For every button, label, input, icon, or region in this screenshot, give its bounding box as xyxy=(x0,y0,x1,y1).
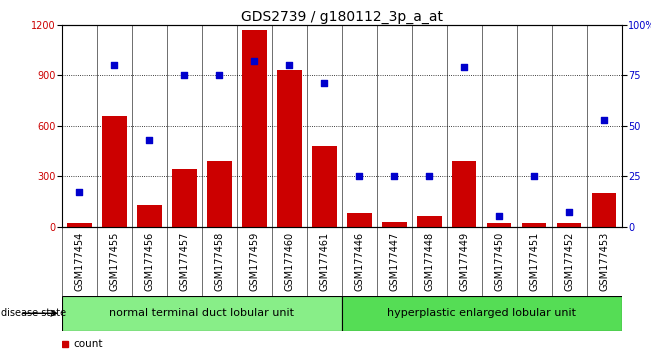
Text: normal terminal duct lobular unit: normal terminal duct lobular unit xyxy=(109,308,294,318)
Bar xyxy=(137,205,161,227)
Point xyxy=(74,189,85,195)
Bar xyxy=(592,193,616,227)
Text: count: count xyxy=(73,339,103,349)
Bar xyxy=(347,213,372,227)
Point xyxy=(354,173,365,179)
Point xyxy=(144,137,154,143)
Text: GSM177448: GSM177448 xyxy=(424,232,434,291)
Text: disease state: disease state xyxy=(1,308,66,318)
Point xyxy=(494,213,505,219)
Point xyxy=(249,58,260,64)
Text: GSM177457: GSM177457 xyxy=(179,232,189,291)
Bar xyxy=(487,223,512,227)
Bar xyxy=(312,146,337,227)
Text: GSM177449: GSM177449 xyxy=(459,232,469,291)
Text: GSM177454: GSM177454 xyxy=(74,232,85,291)
Bar xyxy=(417,216,441,227)
Bar xyxy=(452,161,477,227)
Text: GSM177447: GSM177447 xyxy=(389,232,399,291)
Bar xyxy=(207,161,232,227)
Title: GDS2739 / g180112_3p_a_at: GDS2739 / g180112_3p_a_at xyxy=(241,10,443,24)
Bar xyxy=(242,30,266,227)
Point xyxy=(214,73,225,78)
Point xyxy=(599,117,609,122)
Text: GSM177458: GSM177458 xyxy=(214,232,225,291)
Point xyxy=(179,73,189,78)
Text: GSM177456: GSM177456 xyxy=(145,232,154,291)
Text: GSM177453: GSM177453 xyxy=(599,232,609,291)
Bar xyxy=(62,296,342,331)
Bar xyxy=(382,222,406,227)
Bar xyxy=(522,223,546,227)
Point xyxy=(564,210,574,215)
Point xyxy=(459,64,469,70)
Point xyxy=(389,173,400,179)
Text: hyperplastic enlarged lobular unit: hyperplastic enlarged lobular unit xyxy=(387,308,576,318)
Point xyxy=(424,173,434,179)
Text: GSM177459: GSM177459 xyxy=(249,232,259,291)
Bar xyxy=(557,223,581,227)
Point xyxy=(319,80,329,86)
Text: GSM177450: GSM177450 xyxy=(494,232,505,291)
Text: GSM177446: GSM177446 xyxy=(354,232,365,291)
Text: GSM177460: GSM177460 xyxy=(284,232,294,291)
Bar xyxy=(102,115,126,227)
Text: GSM177452: GSM177452 xyxy=(564,232,574,291)
Text: GSM177451: GSM177451 xyxy=(529,232,539,291)
Text: GSM177455: GSM177455 xyxy=(109,232,119,291)
Bar xyxy=(277,70,301,227)
Point xyxy=(109,62,120,68)
Bar xyxy=(342,296,622,331)
Point xyxy=(284,62,294,68)
Bar xyxy=(67,223,92,227)
Point xyxy=(529,173,540,179)
Bar xyxy=(172,170,197,227)
Text: GSM177461: GSM177461 xyxy=(319,232,329,291)
